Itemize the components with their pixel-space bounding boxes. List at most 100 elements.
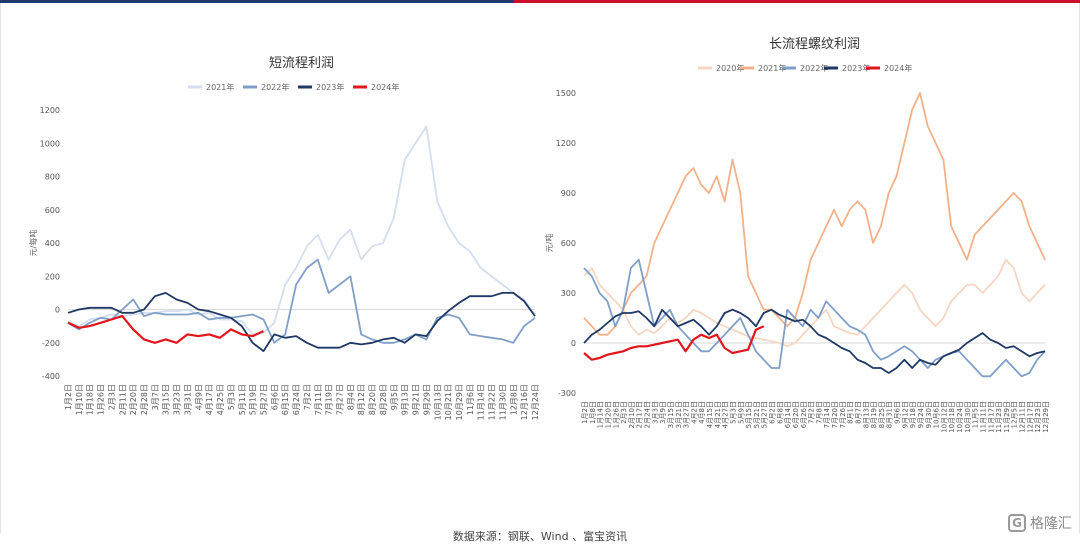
x-tick-label: 9月29日 [422, 384, 431, 415]
x-tick-label: 6月14日 [784, 401, 792, 428]
x-tick-label: 9月12日 [901, 401, 909, 428]
y-tick-label: 1000 [40, 139, 60, 148]
x-tick-label: 9月5日 [390, 384, 399, 410]
legend-label-2021年: 2021年 [206, 82, 234, 92]
x-tick-label: 2月17日 [636, 401, 644, 428]
x-tick-label: 7月19日 [325, 384, 334, 415]
x-tick-label: 5月11日 [238, 384, 247, 415]
x-tick-label: 5月9日 [737, 401, 745, 424]
x-tick-label: 9月21日 [412, 384, 421, 415]
x-tick-label: 2月3日 [107, 384, 116, 410]
x-tick-label: 7月2日 [808, 401, 816, 424]
x-tick-label: 2月28日 [140, 384, 149, 415]
x-tick-label: 4月15日 [706, 401, 714, 428]
x-tick-label: 10月21日 [444, 384, 453, 420]
chart-title: 长流程螺纹利润 [769, 37, 860, 52]
series-line-2021年 [583, 92, 1046, 336]
y-tick-label: 1200 [556, 139, 576, 148]
x-tick-label: 4月25日 [216, 384, 225, 415]
y-tick-label: 0 [571, 339, 576, 348]
logo-mark-icon: G [1008, 514, 1026, 532]
x-tick-label: 4月2日 [690, 401, 698, 424]
x-tick-label: 1月26日 [97, 384, 106, 415]
y-tick-label: 200 [45, 272, 60, 281]
x-tick-label: 6月15日 [281, 384, 290, 415]
y-tick-label: -400 [42, 372, 60, 381]
chart-title: 短流程利润 [269, 56, 334, 71]
x-tick-label: 5月27日 [259, 384, 268, 415]
x-tick-label: 10月18日 [948, 401, 956, 433]
x-tick-label: 8月1日 [847, 401, 855, 424]
x-tick-label: 7月11日 [314, 384, 323, 415]
x-tick-label: 4月8日 [698, 401, 706, 424]
y-tick-label: -300 [558, 389, 576, 398]
x-tick-label: 11月6日 [466, 384, 475, 415]
y-tick-label: 600 [45, 206, 60, 215]
x-tick-label: 6月6日 [270, 384, 279, 410]
x-tick-label: 6月2日 [769, 401, 777, 424]
y-tick-label: 900 [561, 189, 576, 198]
series-line-2024年 [67, 315, 264, 344]
legend-label-2020年: 2020年 [716, 63, 744, 73]
x-tick-label: 1月2日 [64, 384, 73, 410]
x-tick-label: 8月12日 [357, 384, 366, 415]
x-tick-label: 4月9日 [194, 384, 203, 410]
legend-label-2022年: 2022年 [261, 82, 289, 92]
x-tick-label: 9月30日 [925, 401, 933, 428]
legend-label-2021年: 2021年 [758, 63, 786, 73]
x-tick-label: 12月29日 [1042, 401, 1050, 433]
series-line-2020年 [583, 258, 1046, 348]
top-accent-bar-blue [0, 0, 514, 3]
x-tick-label: 5月21日 [753, 401, 761, 428]
x-tick-label: 11月17日 [987, 401, 995, 433]
x-tick-label: 12月17日 [1026, 401, 1034, 433]
x-tick-label: 8月25日 [878, 401, 886, 428]
x-tick-label: 6月24日 [292, 384, 301, 415]
x-tick-label: 12月24日 [531, 384, 540, 420]
x-tick-label: 5月27日 [761, 401, 769, 428]
x-tick-label: 3月15日 [162, 384, 171, 415]
series-line-2022年 [67, 258, 536, 344]
series-line-2022年 [583, 258, 1046, 378]
x-tick-label: 7月20日 [831, 401, 839, 428]
x-tick-label: 6月20日 [792, 401, 800, 428]
x-tick-label: 1月8日 [589, 401, 597, 424]
y-tick-label: 1500 [556, 89, 576, 98]
series-line-2023年 [67, 291, 536, 353]
x-tick-label: 7月8日 [815, 401, 823, 424]
x-tick-label: 11月30日 [498, 384, 507, 420]
y-tick-label: 600 [561, 239, 576, 248]
y-tick-label: -200 [42, 339, 60, 348]
x-tick-label: 12月16日 [520, 384, 529, 420]
series-line-2021年 [67, 125, 536, 336]
x-tick-label: 2月11日 [118, 384, 127, 415]
x-tick-label: 3月7日 [151, 384, 160, 410]
x-tick-label: 1月14日 [597, 401, 605, 428]
x-tick-label: 5月15日 [745, 401, 753, 428]
y-tick-label: 1200 [40, 106, 60, 115]
x-tick-label: 8月28日 [379, 384, 388, 415]
x-tick-label: 10月12日 [940, 401, 948, 433]
frame-left-border [0, 3, 1, 533]
legend-label-2022年: 2022年 [800, 63, 828, 73]
x-tick-label: 3月31日 [183, 384, 192, 415]
x-tick-label: 5月19日 [249, 384, 258, 415]
x-tick-label: 2月20日 [129, 384, 138, 415]
x-tick-label: 2月10日 [628, 401, 636, 428]
x-tick-label: 12月23日 [1034, 401, 1042, 433]
x-tick-label: 3月27日 [683, 401, 691, 428]
x-tick-label: 10月29日 [455, 384, 464, 420]
x-tick-label: 6月26日 [800, 401, 808, 428]
y-tick-label: 400 [45, 239, 60, 248]
series-line-2024年 [583, 325, 765, 361]
x-tick-label: 3月3日 [651, 401, 659, 424]
x-tick-label: 8月20日 [368, 384, 377, 415]
x-tick-label: 11月14日 [477, 384, 486, 420]
x-tick-label: 7月2日 [303, 384, 312, 410]
x-tick-label: 1月20日 [604, 401, 612, 428]
x-tick-label: 8月13日 [862, 401, 870, 428]
x-tick-label: 9月6日 [894, 401, 902, 424]
x-tick-label: 10月6日 [933, 401, 941, 428]
y-axis-label: 元/吨 [544, 234, 554, 253]
